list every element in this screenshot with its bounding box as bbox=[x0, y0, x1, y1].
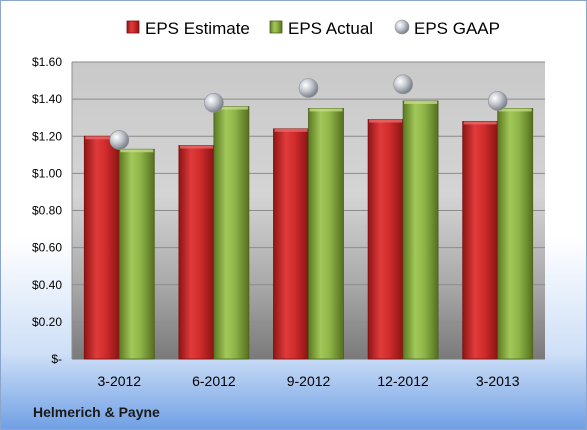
eps-actual-bar-cap bbox=[404, 100, 438, 104]
x-axis-categories: 3-2012 6-2012 9-2012 12-2012 3-2013 bbox=[98, 373, 520, 389]
eps-actual-bar bbox=[308, 108, 344, 360]
eps-actual-bar-cap bbox=[214, 106, 248, 110]
eps-actual-bar bbox=[497, 108, 534, 360]
legend: EPS Estimate EPS Actual EPS GAAP bbox=[126, 19, 500, 38]
y-tick-label: $1.00 bbox=[32, 166, 62, 180]
company-name: Helmerich & Payne bbox=[33, 404, 160, 420]
x-category-label: 3-2012 bbox=[98, 373, 142, 389]
eps-gaap-marker bbox=[487, 91, 508, 111]
eps-estimate-bar bbox=[178, 145, 215, 360]
y-tick-label: $0.40 bbox=[32, 278, 62, 292]
eps-gaap-marker bbox=[109, 130, 130, 150]
legend-swatch-actual bbox=[269, 20, 283, 34]
eps-estimate-bar bbox=[367, 119, 404, 360]
y-tick-label: $0.20 bbox=[32, 315, 62, 329]
legend-swatch-estimate bbox=[126, 20, 140, 34]
y-tick-label: $- bbox=[51, 352, 62, 366]
x-category-label: 9-2012 bbox=[287, 373, 331, 389]
x-category-label: 12-2012 bbox=[377, 373, 429, 389]
legend-label: EPS GAAP bbox=[414, 19, 500, 38]
eps-actual-bar-cap bbox=[309, 108, 343, 112]
y-tick-label: $1.40 bbox=[32, 92, 62, 106]
eps-estimate-bar-cap bbox=[179, 145, 213, 149]
eps-estimate-bar-cap bbox=[85, 136, 119, 140]
y-tick-label: $1.60 bbox=[32, 55, 62, 69]
bars bbox=[83, 100, 534, 360]
legend-swatch-gaap bbox=[394, 19, 410, 35]
eps-gaap-marker bbox=[204, 93, 224, 113]
eps-gaap-marker bbox=[298, 78, 319, 98]
gaap-markers bbox=[109, 74, 508, 150]
y-tick-label: $0.80 bbox=[32, 204, 62, 218]
eps-actual-bar-cap bbox=[120, 149, 154, 153]
eps-estimate-bar bbox=[83, 135, 120, 360]
eps-actual-bar bbox=[213, 106, 250, 360]
legend-label: EPS Actual bbox=[288, 19, 373, 38]
y-axis-ticks: $- $0.20 $0.40 $0.60 $0.80 $1.00 $1.20 $1.40 $1.… bbox=[32, 55, 62, 366]
eps-estimate-bar-cap bbox=[463, 121, 497, 125]
y-tick-label: $0.60 bbox=[32, 241, 62, 255]
eps-actual-bar-cap bbox=[498, 108, 532, 112]
x-category-label: 3-2013 bbox=[476, 373, 520, 389]
y-tick-label: $1.20 bbox=[32, 129, 62, 143]
eps-estimate-bar-cap bbox=[274, 128, 308, 132]
x-category-label: 6-2012 bbox=[192, 373, 236, 389]
eps-actual-bar bbox=[402, 100, 439, 360]
eps-estimate-bar bbox=[273, 128, 309, 360]
eps-gaap-marker bbox=[393, 74, 413, 95]
eps-estimate-bar bbox=[462, 121, 499, 360]
eps-estimate-bar-cap bbox=[369, 119, 403, 123]
eps-actual-bar bbox=[118, 148, 155, 360]
legend-label: EPS Estimate bbox=[145, 19, 250, 38]
